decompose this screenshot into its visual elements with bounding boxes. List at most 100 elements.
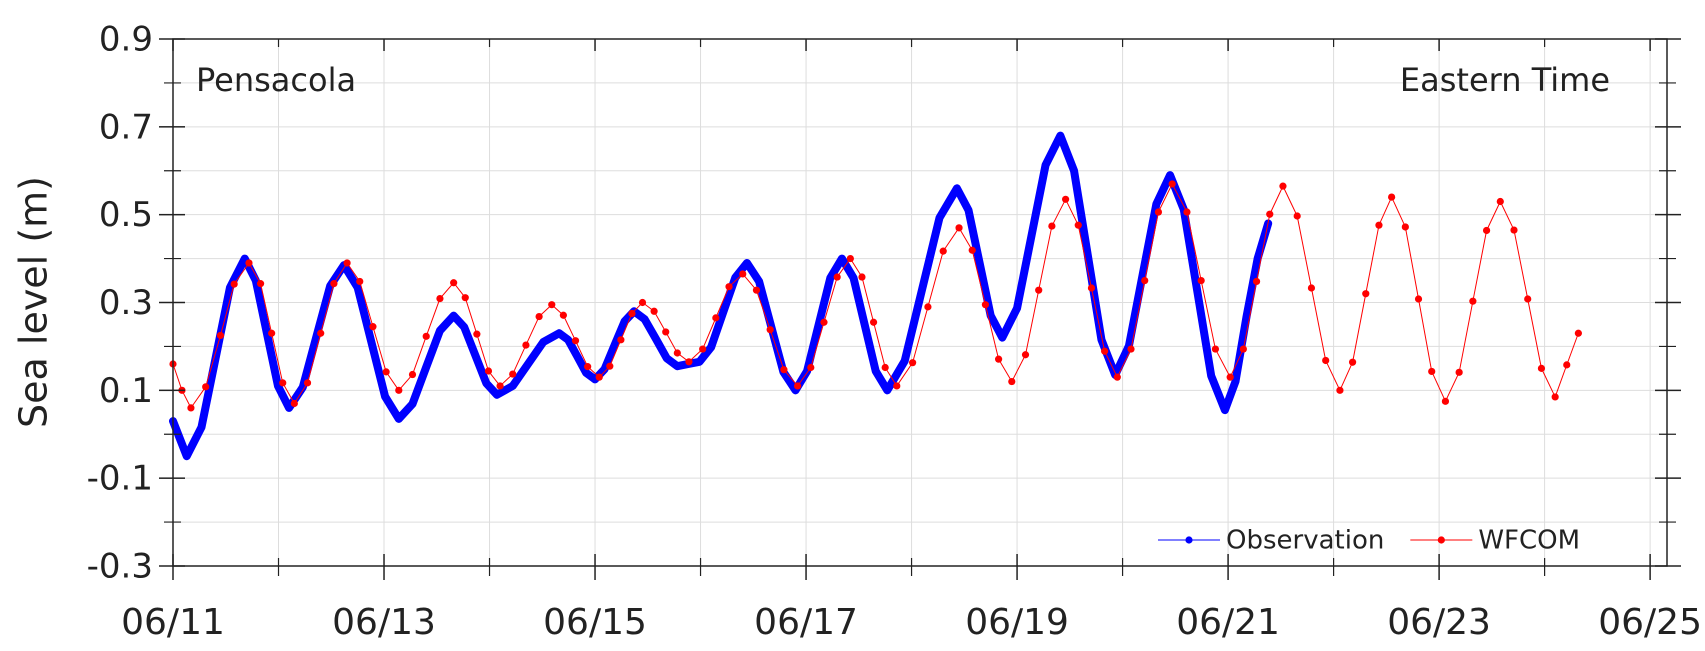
y-tick-label: 0.5 [99,195,153,235]
series-point [628,309,636,318]
series-point [408,370,417,379]
series-point [1322,356,1330,365]
series-point [330,280,338,288]
series-point [230,280,238,288]
series-point [833,273,841,281]
series-point [807,363,815,372]
series-point [766,326,774,334]
series-point [268,329,276,337]
series-point [343,259,351,267]
series-point [584,363,592,371]
series-point [1563,361,1571,369]
series-point [1048,222,1056,230]
series-point [187,404,195,412]
series-point [436,294,444,303]
series-point [725,283,733,291]
series-point [522,341,530,349]
series-point [752,286,761,294]
series-point [216,331,225,340]
series-point [1388,193,1396,201]
x-tick-label: 06/19 [965,602,1069,643]
series-point [699,345,707,353]
series-point [496,382,504,390]
series-point [650,307,658,315]
series-point [606,362,614,370]
y-tick-label: -0.3 [87,547,153,587]
legend-label: Observation [1226,526,1384,556]
series-point [369,323,377,331]
series-point [484,367,493,375]
series-point [739,270,747,278]
series-point [548,301,556,309]
series-point [1362,290,1370,298]
series-point [794,382,802,390]
series-point [1074,221,1082,229]
series-point [662,328,670,336]
series-point [846,254,854,263]
series-point [559,311,567,319]
series-point [256,280,265,288]
series-point [595,373,603,381]
series-point [1183,208,1191,216]
legend-label: WFCOM [1478,526,1580,556]
series-point [450,279,458,287]
series-point [909,359,917,367]
series-point [1252,277,1261,286]
series-point [1239,345,1247,353]
series-point [1293,212,1301,220]
series-point [1524,295,1532,303]
series-point [356,277,364,286]
y-tick-label: 0.3 [99,283,153,323]
series-point [1469,297,1477,305]
series-point [1574,329,1582,337]
annotation-left: Pensacola [196,61,356,99]
series-point [1127,345,1135,353]
legend-marker [1185,536,1193,544]
series-point [1279,182,1287,190]
x-tick-label: 06/11 [121,602,225,643]
series-point [1441,397,1450,405]
series-point [617,336,625,344]
series-point [535,312,543,321]
series-point [1551,393,1559,401]
series-point [290,399,298,408]
y-tick-label: 0.9 [99,20,153,60]
series-point [712,314,720,322]
legend: Observation WFCOM [1158,526,1580,556]
series-point [1401,223,1409,231]
x-tick-label: 06/17 [754,602,858,643]
series-point [1510,226,1518,234]
series-point [881,363,889,372]
series-point [1537,364,1546,372]
x-tick-label: 06/21 [1176,602,1280,643]
series-point [395,386,403,394]
series-point [820,318,828,326]
series-point [1307,284,1316,292]
series-point [1113,373,1121,381]
series-point [981,301,990,309]
x-tick-label: 06/13 [332,602,436,643]
series-point [1211,345,1220,353]
series-point [202,383,210,391]
series-point [279,379,287,387]
series-point [1414,295,1423,303]
y-tick-label: 0.7 [99,107,153,147]
axes: 06/11 06/13 06/15 06/17 06/19 06/21 06/23 06/25… [87,20,1702,644]
series-point [1008,377,1016,386]
series-point [1455,368,1463,376]
series-point [858,273,866,281]
series-point [461,294,469,302]
series-point [1035,286,1043,294]
series-point [1226,373,1234,381]
series-point [1336,386,1344,394]
series-point [1021,351,1030,359]
plot-marks [169,131,1582,461]
series-point [1154,208,1163,216]
series-point [1428,367,1436,376]
series-point [1101,347,1109,355]
x-tick-label: 06/23 [1387,602,1491,643]
series-point [955,224,963,232]
series-point [382,368,390,376]
series-line [169,131,1273,461]
